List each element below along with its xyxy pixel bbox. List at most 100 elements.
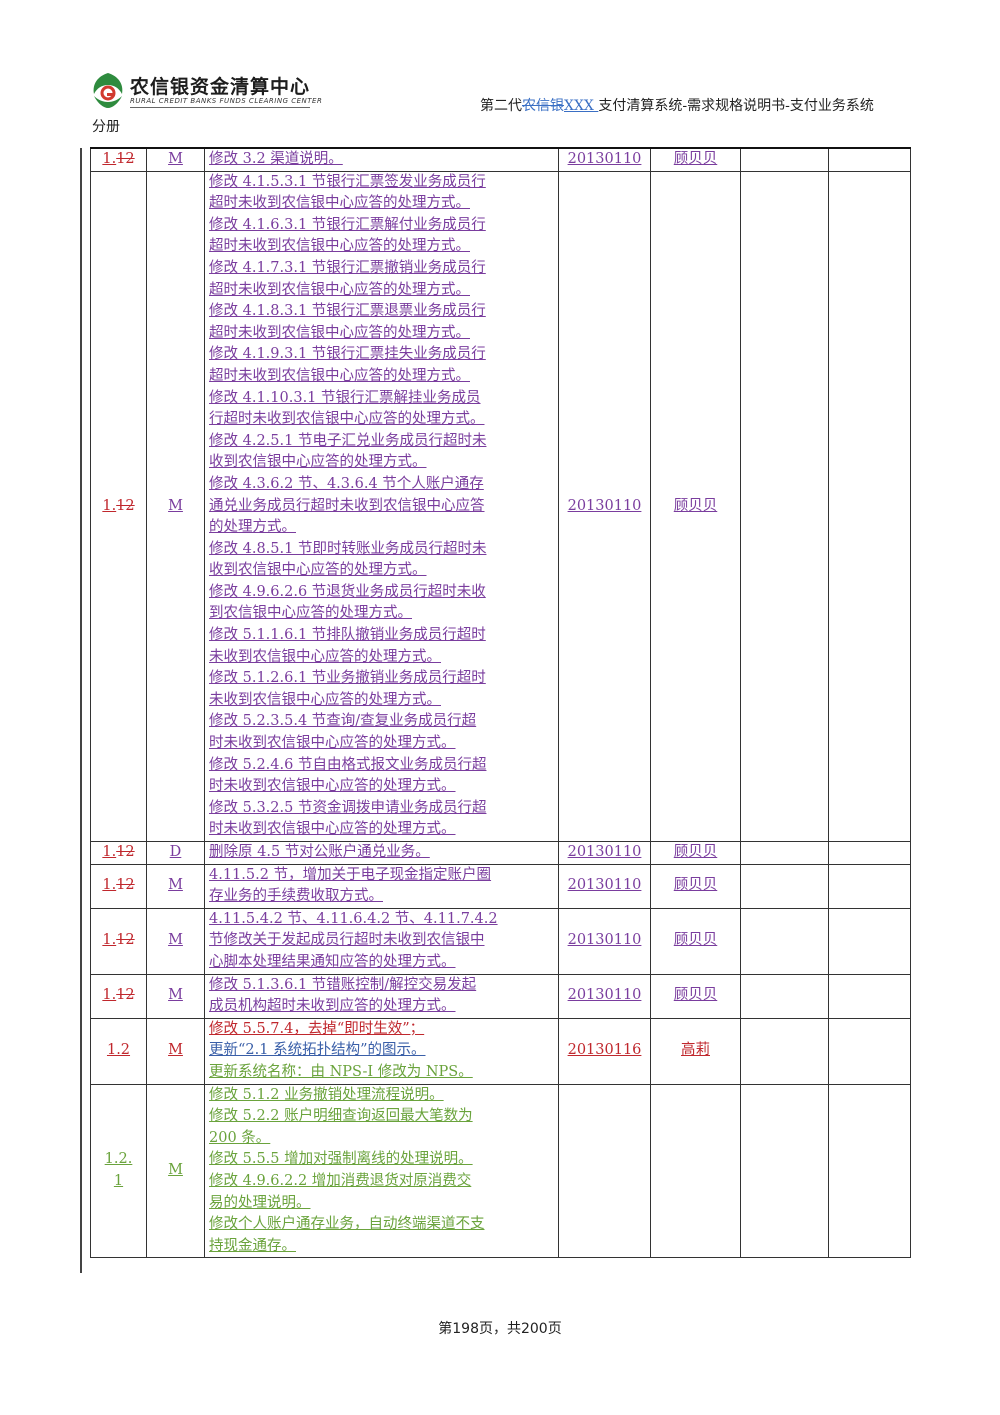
logo-emblem-icon	[93, 73, 123, 108]
change-type-cell: M	[146, 146, 205, 172]
description-line: 修改 5.1.1.6.1 节排队撤销业务成员行超时	[209, 627, 486, 644]
logo-underline	[130, 107, 310, 108]
document-title: 第二代农信银XXX 支付清算系统-需求规格说明书-支付业务系统	[480, 95, 874, 115]
table-row: 1.12 M 4.11.5.2 节，增加关于电子现金指定账户圈 存业务的手续费收取…	[90, 863, 911, 909]
date-cell: 20130110	[558, 907, 651, 975]
empty-cell	[740, 907, 829, 975]
empty-cell	[828, 863, 911, 909]
empty-cell	[828, 841, 911, 865]
version-cell: 1.2	[90, 1017, 147, 1085]
description-line: 到农信银中心应答的处理方式。	[209, 605, 412, 622]
empty-cell	[740, 170, 829, 843]
date-cell: 20130110	[558, 973, 651, 1019]
change-bar	[80, 148, 82, 1273]
description-line: 修改 4.1.6.3.1 节银行汇票解付业务成员行	[209, 216, 486, 233]
change-type-cell: M	[146, 1083, 205, 1259]
date-cell: 20130110	[558, 146, 651, 172]
empty-cell	[740, 1083, 829, 1259]
title-suffix: 支付清算系统-需求规格说明书-支付业务系统	[598, 98, 874, 114]
change-type-cell: D	[146, 841, 205, 865]
page-number: 第198页，共200页	[438, 1321, 562, 1337]
empty-cell	[558, 1083, 651, 1259]
date-cell: 20130116	[558, 1017, 651, 1085]
description-cell: 删除原 4.5 节对公账户通兑业务。	[204, 841, 559, 865]
author-cell: 顾贝贝	[650, 170, 741, 843]
revision-table: 1.12 M 修改 3.2 渠道说明。 20130110 顾贝贝 1.12 M …	[90, 146, 911, 1259]
change-type-cell: M	[146, 170, 205, 843]
version-cell: 1.12	[90, 146, 147, 172]
description-line: 收到农信银中心应答的处理方式。	[209, 562, 427, 579]
empty-cell	[828, 1017, 911, 1085]
description-line: 修改 4.1.5.3.1 节银行汇票签发业务成员行	[209, 173, 486, 190]
description-line: 时未收到农信银中心应答的处理方式。	[209, 821, 456, 838]
date-cell: 20130110	[558, 863, 651, 909]
description-cell: 修改 5.1.2 业务撤销处理流程说明。 修改 5.2.2 账户明细查询返回最大…	[204, 1083, 559, 1259]
description-line: 行超时未收到农信银中心应答的处理方式。	[209, 411, 485, 428]
logo: 农信银资金清算中心 RURAL CREDIT BANKS FUNDS CLEAR…	[88, 70, 322, 114]
change-type-cell: M	[146, 973, 205, 1019]
version-cell: 1.2. 1	[90, 1083, 147, 1259]
description-line: 超时未收到农信银中心应答的处理方式。	[209, 367, 470, 384]
description-line: 修改 5.2.4.6 节自由格式报文业务成员行超	[209, 756, 487, 773]
description-line: 修改 5.3.2.5 节资金调拨申请业务成员行超	[209, 799, 487, 816]
document-subtitle: 分册	[92, 119, 120, 135]
version-cell: 1.12	[90, 973, 147, 1019]
description-line: 修改 4.8.5.1 节即时转账业务成员行超时未	[209, 540, 487, 557]
title-deleted-text: 农信银	[522, 98, 564, 114]
description-cell: 修改 4.1.5.3.1 节银行汇票签发业务成员行 超时未收到农信银中心应答的处理…	[204, 170, 559, 843]
description-line: 未收到农信银中心应答的处理方式。	[209, 691, 441, 708]
table-row: 1.12 D 删除原 4.5 节对公账户通兑业务。 20130110 顾贝贝	[90, 841, 911, 865]
table-row: 1.12 M 4.11.5.4.2 节、4.11.6.4.2 节、4.11.7.…	[90, 907, 911, 975]
description-line: 修改 4.3.6.2 节、4.3.6.4 节个人账户通存	[209, 475, 484, 492]
description-line: 超时未收到农信银中心应答的处理方式。	[209, 281, 470, 298]
table-row: 1.2 M 修改 5.5.7.4，去掉“即时生效”； 更新“2.1 系统拓扑结构…	[90, 1017, 911, 1085]
description-line: 收到农信银中心应答的处理方式。	[209, 454, 427, 471]
empty-cell	[740, 863, 829, 909]
description-line: 修改 4.9.6.2.6 节退货业务成员行超时未收	[209, 583, 486, 600]
description-line: 修改 4.1.10.3.1 节银行汇票解挂业务成员	[209, 389, 481, 406]
author-cell: 顾贝贝	[650, 863, 741, 909]
description-cell: 4.11.5.2 节，增加关于电子现金指定账户圈 存业务的手续费收取方式。	[204, 863, 559, 909]
empty-cell	[828, 1083, 911, 1259]
description-line: 时未收到农信银中心应答的处理方式。	[209, 735, 456, 752]
description-cell: 4.11.5.4.2 节、4.11.6.4.2 节、4.11.7.4.2 节修改关…	[204, 907, 559, 975]
empty-cell	[740, 146, 829, 172]
empty-cell	[828, 170, 911, 843]
description-line: 时未收到农信银中心应答的处理方式。	[209, 778, 456, 795]
version-cell: 1.12	[90, 863, 147, 909]
description-cell: 修改 5.5.7.4，去掉“即时生效”； 更新“2.1 系统拓扑结构”的图示。 …	[204, 1017, 559, 1085]
table-row: 1.2. 1 M 修改 5.1.2 业务撤销处理流程说明。 修改 5.2.2 账户…	[90, 1083, 911, 1259]
title-inserted-text: XXX	[564, 98, 599, 114]
empty-cell	[740, 973, 829, 1019]
author-cell: 顾贝贝	[650, 146, 741, 172]
description-line: 超时未收到农信银中心应答的处理方式。	[209, 238, 470, 255]
description-line: 的处理方式。	[209, 519, 296, 536]
description-line: 超时未收到农信银中心应答的处理方式。	[209, 195, 470, 212]
author-cell: 高莉	[650, 1017, 741, 1085]
description-line: 修改 4.1.9.3.1 节银行汇票挂失业务成员行	[209, 346, 486, 363]
description-line: 通兑业务成员行超时未收到农信银中心应答	[209, 497, 485, 514]
change-type-cell: M	[146, 907, 205, 975]
author-cell: 顾贝贝	[650, 973, 741, 1019]
description-cell: 修改 3.2 渠道说明。	[204, 146, 559, 172]
description-cell: 修改 5.1.3.6.1 节错账控制/解控交易发起 成员机构超时未收到应答的处理方…	[204, 973, 559, 1019]
description-line: 修改 4.2.5.1 节电子汇兑业务成员行超时未	[209, 432, 487, 449]
empty-cell	[828, 973, 911, 1019]
empty-cell	[740, 1017, 829, 1085]
title-prefix: 第二代	[480, 98, 522, 114]
description-line: 超时未收到农信银中心应答的处理方式。	[209, 324, 470, 341]
empty-cell	[828, 907, 911, 975]
version-cell: 1.12	[90, 907, 147, 975]
description-line: 修改 5.1.2.6.1 节业务撤销业务成员行超时	[209, 670, 486, 687]
author-cell: 顾贝贝	[650, 907, 741, 975]
table-row: 1.12 M 修改 5.1.3.6.1 节错账控制/解控交易发起 成员机构超时未收…	[90, 973, 911, 1019]
date-cell: 20130110	[558, 170, 651, 843]
logo-cn-text: 农信银资金清算中心	[130, 76, 311, 98]
description-line: 修改 4.1.7.3.1 节银行汇票撤销业务成员行	[209, 259, 486, 276]
date-cell: 20130110	[558, 841, 651, 865]
change-type-cell: M	[146, 863, 205, 909]
version-cell: 1.12	[90, 841, 147, 865]
change-type-cell: M	[146, 1017, 205, 1085]
table-row: 1.12 M 修改 4.1.5.3.1 节银行汇票签发业务成员行 超时未收到农信银…	[90, 170, 911, 843]
description-line: 修改 5.2.3.5.4 节查询/查复业务成员行超	[209, 713, 477, 730]
